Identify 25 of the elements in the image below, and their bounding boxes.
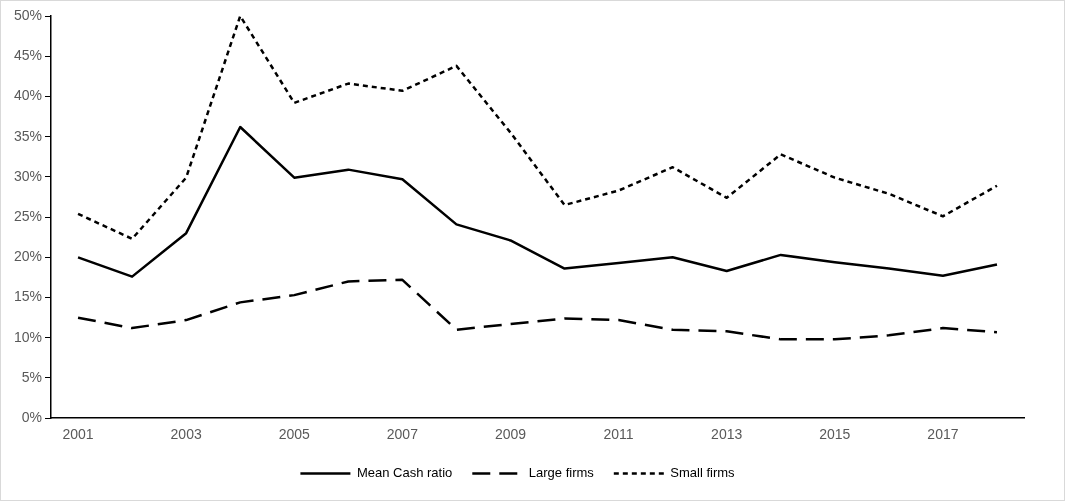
y-tick-label: 45% xyxy=(13,47,43,64)
x-tick-label: 2001 xyxy=(62,426,94,443)
y-tick-label: 0% xyxy=(21,409,43,426)
y-tick-label: 50% xyxy=(13,6,43,23)
y-tick-label: 20% xyxy=(13,248,43,265)
x-tick-label: 2007 xyxy=(386,426,419,443)
line-series xyxy=(76,16,999,241)
legend-label: Mean Cash ratio xyxy=(356,465,453,481)
y-tick-label: 30% xyxy=(13,167,43,184)
y-tick-label: 35% xyxy=(13,127,43,144)
y-tick-label: 25% xyxy=(13,207,43,224)
legend-label: Small firms xyxy=(670,465,736,481)
x-tick-label: 2005 xyxy=(278,426,311,443)
y-tick-label: 10% xyxy=(13,328,43,345)
y-tick-label: 5% xyxy=(21,368,43,385)
x-tick-label: 2011 xyxy=(603,426,634,443)
legend-label: Large firms xyxy=(528,465,595,481)
x-tick-label: 2003 xyxy=(170,426,202,443)
y-tick-label: 15% xyxy=(13,288,43,305)
line-series xyxy=(76,278,999,341)
x-tick-label: 2015 xyxy=(819,426,851,443)
x-tick-label: 2009 xyxy=(494,426,527,443)
x-tick-label: 2013 xyxy=(711,426,743,443)
x-tick-label: 2017 xyxy=(927,426,959,443)
y-tick-label: 40% xyxy=(13,87,43,104)
